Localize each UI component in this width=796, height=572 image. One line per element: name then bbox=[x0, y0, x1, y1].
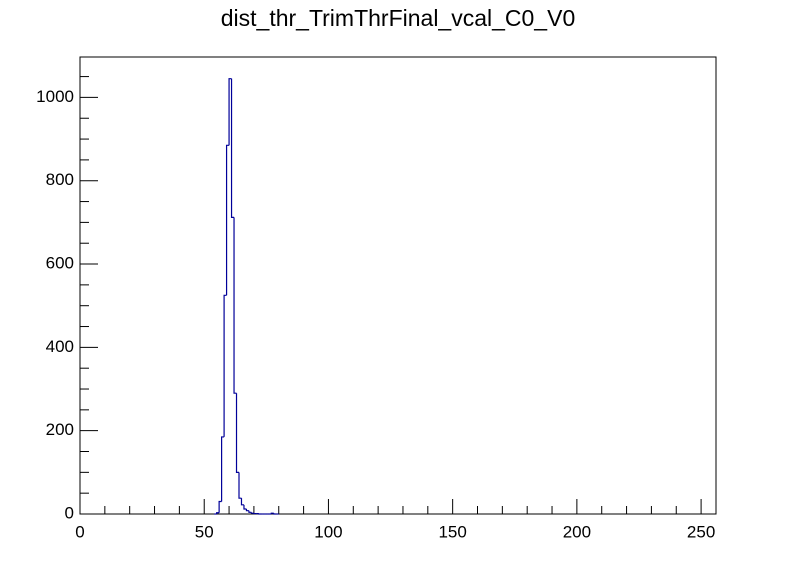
histogram-bin bbox=[223, 294, 227, 437]
histogram-bin bbox=[218, 500, 222, 513]
x-tick-label: 250 bbox=[687, 522, 715, 541]
y-tick-label: 200 bbox=[46, 420, 74, 439]
histogram-bin bbox=[240, 498, 244, 506]
histogram-bin bbox=[250, 512, 254, 514]
histogram-bin bbox=[225, 144, 230, 296]
y-tick-label: 1000 bbox=[36, 87, 74, 106]
x-tick-label: 200 bbox=[563, 522, 591, 541]
histogram-bin bbox=[248, 510, 252, 513]
x-tick-label: 50 bbox=[195, 522, 214, 541]
histogram-bin bbox=[243, 504, 247, 510]
y-tick-label: 0 bbox=[65, 503, 74, 522]
histogram-bin bbox=[230, 78, 235, 218]
histogram-bin bbox=[235, 393, 239, 473]
y-tick-label: 600 bbox=[46, 254, 74, 273]
y-tick-label: 400 bbox=[46, 337, 74, 356]
histogram-bin bbox=[233, 217, 237, 394]
histogram-bin bbox=[221, 436, 225, 502]
histogram-bin bbox=[216, 512, 220, 514]
histogram-bin bbox=[245, 509, 249, 512]
x-tick-label: 150 bbox=[438, 522, 466, 541]
plot-frame bbox=[79, 56, 717, 515]
x-tick-label: 100 bbox=[314, 522, 342, 541]
histogram-bin bbox=[228, 78, 232, 146]
histogram-bin bbox=[270, 512, 274, 514]
y-tick-label: 800 bbox=[46, 170, 74, 189]
chart-title: dist_thr_TrimThrFinal_vcal_C0_V0 bbox=[221, 5, 576, 31]
x-tick-label: 0 bbox=[75, 522, 84, 541]
histogram-bin bbox=[273, 513, 277, 515]
histogram-bin bbox=[238, 472, 242, 499]
